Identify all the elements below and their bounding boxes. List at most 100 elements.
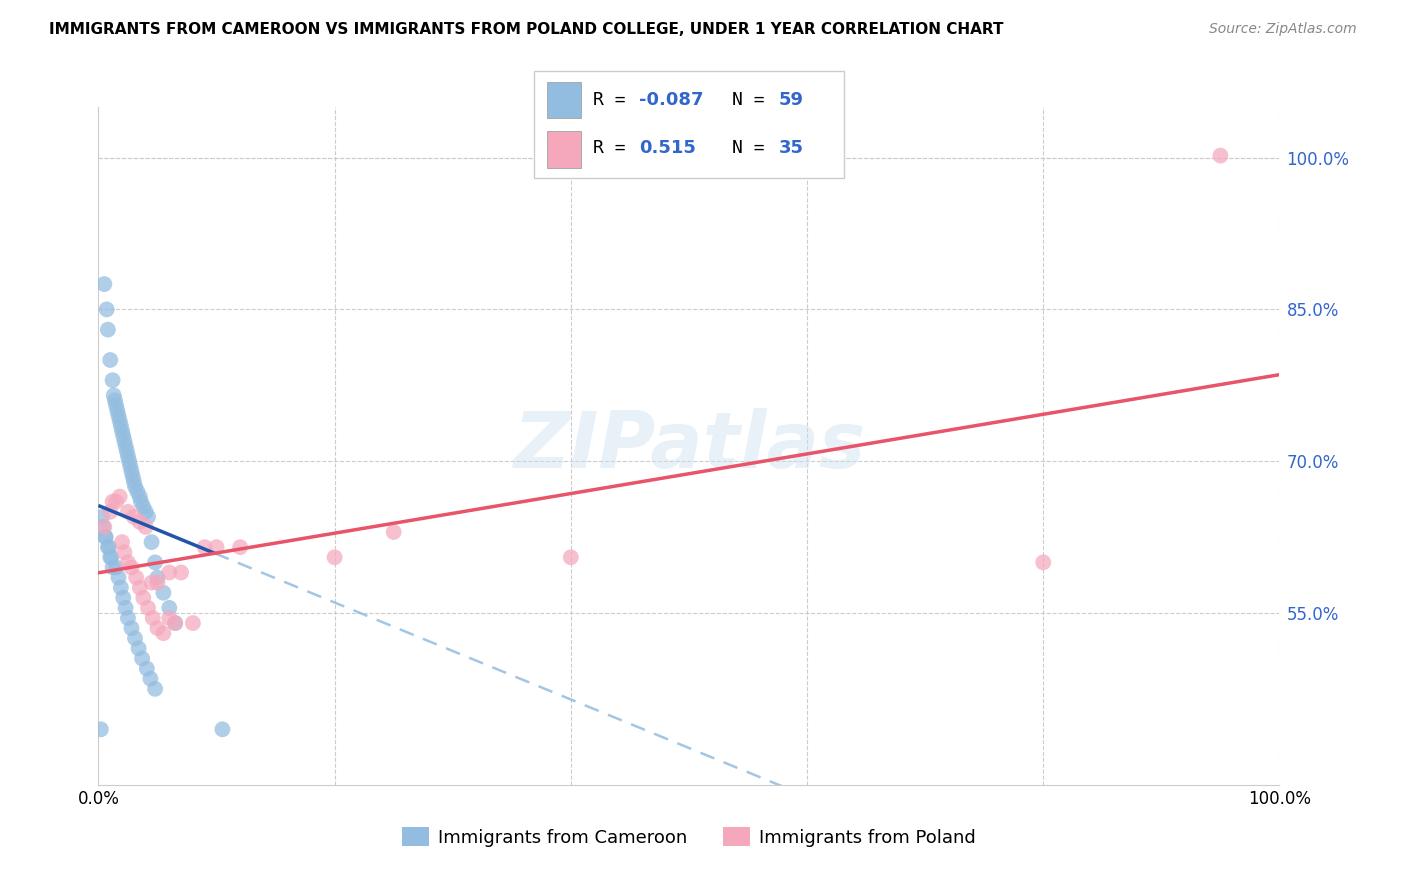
Point: [112, 591, 135, 605]
Point: [110, 581, 132, 595]
Point: [101, 494, 124, 508]
Point: [98, 540, 121, 554]
Point: [121, 469, 143, 483]
Point: [194, 540, 217, 554]
Text: R =: R =: [593, 91, 637, 109]
Point: [135, 520, 157, 534]
Point: [157, 600, 180, 615]
Point: [108, 414, 131, 428]
Point: [115, 444, 138, 458]
Point: [152, 585, 174, 599]
Point: [142, 611, 165, 625]
Point: [111, 424, 134, 438]
FancyBboxPatch shape: [534, 71, 844, 178]
Point: [135, 505, 157, 519]
Point: [141, 575, 163, 590]
Point: [114, 600, 136, 615]
Point: [124, 479, 146, 493]
Point: [129, 494, 152, 508]
Point: [128, 641, 150, 656]
Point: [181, 616, 204, 631]
Point: [107, 570, 129, 584]
Point: [382, 524, 405, 539]
Point: [100, 550, 122, 565]
FancyBboxPatch shape: [547, 82, 581, 119]
Point: [105, 560, 128, 574]
Point: [157, 566, 180, 580]
Point: [128, 490, 150, 504]
Point: [141, 535, 163, 549]
Point: [205, 540, 228, 554]
Point: [139, 672, 162, 686]
Point: [132, 591, 155, 605]
Point: [105, 399, 128, 413]
Point: [91, 520, 114, 534]
Point: [98, 550, 121, 565]
Point: [98, 505, 121, 519]
Point: [121, 621, 143, 635]
Point: [136, 509, 159, 524]
Point: [1209, 148, 1232, 162]
Legend: Immigrants from Cameroon, Immigrants from Poland: Immigrants from Cameroon, Immigrants fro…: [395, 820, 983, 854]
Point: [94, 530, 117, 544]
Point: [121, 560, 143, 574]
Point: [127, 484, 149, 499]
Point: [165, 616, 187, 631]
Text: -0.087: -0.087: [640, 91, 704, 109]
Text: 0.515: 0.515: [640, 139, 696, 157]
Point: [146, 570, 169, 584]
Point: [146, 621, 169, 635]
Point: [98, 353, 121, 368]
Text: N =: N =: [733, 139, 776, 157]
Point: [97, 323, 120, 337]
Text: Source: ZipAtlas.com: Source: ZipAtlas.com: [1209, 22, 1357, 37]
Point: [560, 550, 582, 565]
Point: [112, 434, 135, 448]
Point: [112, 429, 135, 443]
Point: [94, 530, 117, 544]
Point: [93, 520, 115, 534]
Point: [128, 581, 150, 595]
Point: [103, 388, 125, 402]
Point: [136, 600, 159, 615]
Point: [143, 555, 166, 569]
Point: [90, 723, 112, 737]
FancyBboxPatch shape: [547, 131, 581, 168]
Point: [131, 651, 153, 665]
Text: 59: 59: [779, 91, 804, 109]
Point: [143, 681, 166, 696]
Text: ZIPatlas: ZIPatlas: [513, 408, 865, 484]
Point: [114, 439, 136, 453]
Point: [105, 403, 128, 417]
Text: N =: N =: [733, 91, 776, 109]
Point: [211, 723, 233, 737]
Point: [1032, 555, 1054, 569]
Point: [97, 540, 120, 554]
Point: [157, 611, 180, 625]
Point: [117, 611, 139, 625]
Point: [105, 494, 128, 508]
Text: R =: R =: [593, 139, 647, 157]
Point: [107, 409, 129, 423]
Point: [124, 632, 146, 646]
Point: [128, 515, 150, 529]
Point: [96, 302, 118, 317]
Point: [122, 475, 145, 489]
Text: IMMIGRANTS FROM CAMEROON VS IMMIGRANTS FROM POLAND COLLEGE, UNDER 1 YEAR CORRELA: IMMIGRANTS FROM CAMEROON VS IMMIGRANTS F…: [49, 22, 1004, 37]
Point: [121, 464, 143, 478]
Point: [120, 459, 142, 474]
Point: [117, 449, 139, 463]
Point: [117, 555, 139, 569]
Point: [165, 616, 187, 631]
Point: [122, 509, 145, 524]
Point: [104, 393, 127, 408]
Point: [170, 566, 193, 580]
Point: [117, 505, 139, 519]
Point: [323, 550, 346, 565]
Point: [118, 454, 141, 468]
Point: [101, 560, 124, 574]
Point: [101, 373, 124, 387]
Point: [125, 570, 148, 584]
Point: [135, 662, 157, 676]
Point: [152, 626, 174, 640]
